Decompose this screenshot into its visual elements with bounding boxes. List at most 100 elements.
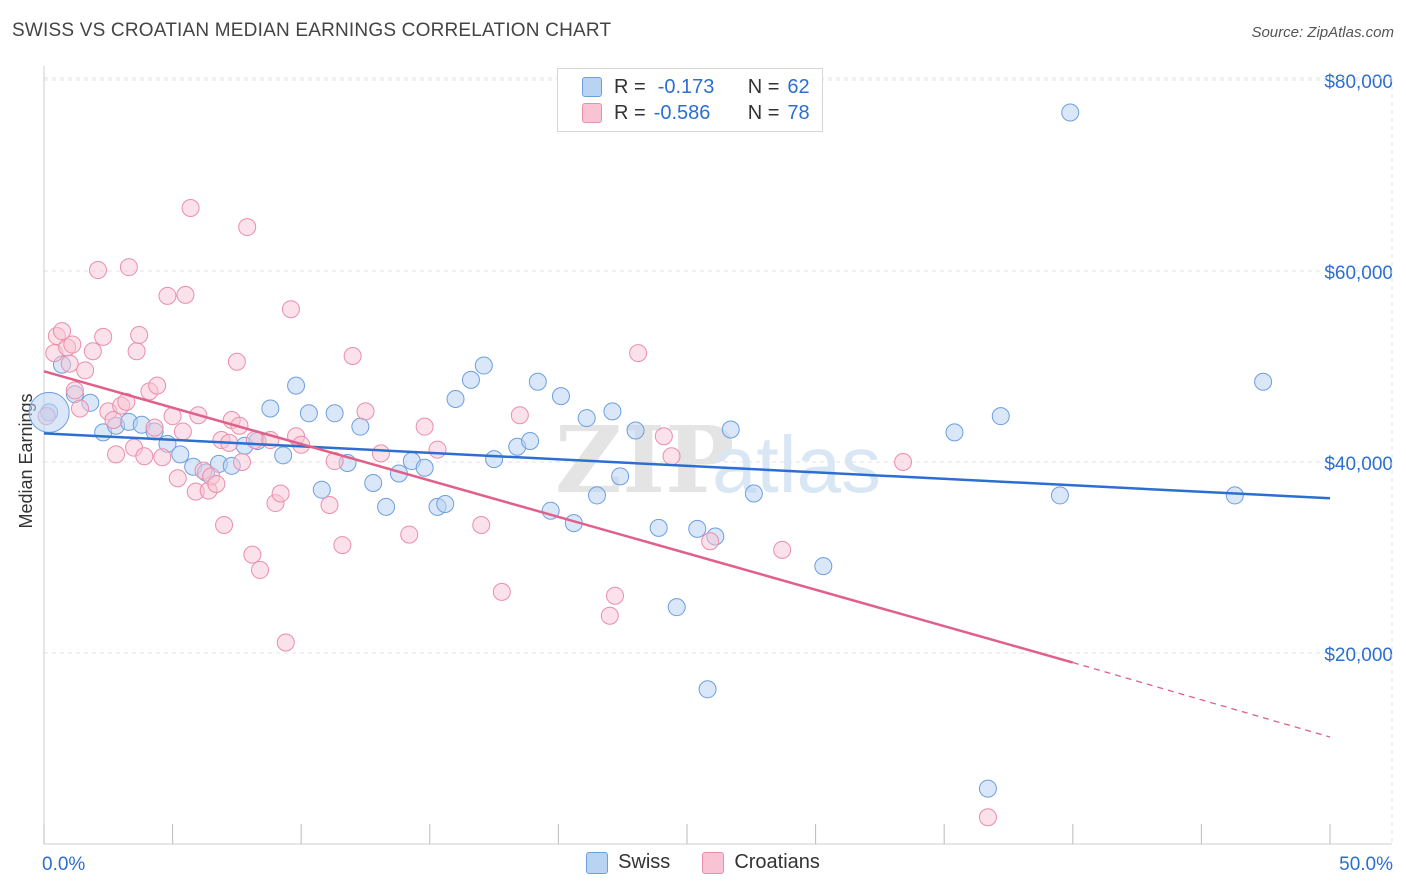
swiss-point [299, 404, 318, 423]
n-value: 62 [787, 75, 810, 98]
croatians-point [271, 484, 290, 503]
croatians-point [233, 453, 252, 471]
croatians-point [600, 606, 619, 625]
swiss-point [1061, 103, 1080, 122]
croatians-point [415, 417, 434, 436]
croatians-point [251, 560, 270, 579]
correlation-legend: R = -0.173 N = 62 R = -0.586 N = 78 [557, 68, 823, 132]
swiss-point [261, 399, 280, 418]
swiss-point [667, 598, 686, 617]
croatians-point [153, 448, 172, 467]
croatians-point [472, 516, 491, 535]
croatians-point [276, 633, 295, 652]
swiss-point-large [28, 391, 70, 433]
r-label: R = [614, 101, 646, 124]
croatians-point [701, 532, 720, 551]
n-label: N = [747, 75, 780, 98]
croatians-point [135, 447, 154, 466]
croatians-point [107, 445, 126, 464]
croatians-point [71, 399, 90, 418]
croatians-point [145, 418, 164, 437]
x-tick-label: 50.0% [1339, 854, 1393, 875]
n-value: 78 [787, 101, 810, 124]
croatians-point [83, 342, 102, 361]
croatians-point [104, 410, 123, 429]
croatians-point [773, 540, 792, 559]
croatians-trendline [43, 370, 1074, 664]
croatians-point [76, 361, 95, 380]
swiss-point [611, 467, 630, 486]
source-note: Source: ZipAtlas.com [1251, 24, 1394, 41]
swiss-point [274, 446, 293, 465]
swiss-point [1254, 372, 1273, 391]
croatians-point [176, 285, 195, 304]
swiss-point [721, 420, 740, 439]
chart-title: SWISS VS CROATIAN MEDIAN EARNINGS CORREL… [12, 20, 612, 41]
legend-item-croatians: Croatians [702, 851, 820, 874]
croatians-point [227, 352, 246, 371]
croatians-point [94, 327, 113, 346]
croatians-point [63, 335, 82, 354]
croatians-point [894, 453, 913, 471]
croatians-point [662, 447, 681, 466]
croatians-point [629, 344, 648, 363]
swiss-swatch [582, 77, 602, 97]
croatians-point [492, 582, 511, 601]
croatians-point [510, 406, 529, 425]
croatians-point [333, 536, 352, 555]
swiss-trendline [43, 432, 1331, 500]
croatians-point [130, 325, 149, 344]
swiss-point [587, 486, 606, 505]
croatians-point [148, 376, 167, 395]
croatians-point [245, 431, 264, 450]
swiss-point [603, 402, 622, 421]
croatians-point [400, 525, 419, 544]
legend-label-swiss: Swiss [618, 851, 671, 873]
croatians-point [181, 198, 200, 217]
croatians-point [605, 586, 624, 605]
swiss-point [991, 407, 1010, 426]
swiss-point [287, 376, 306, 395]
croatians-point [356, 402, 375, 421]
swiss-point [528, 372, 547, 391]
legend-label-croatians: Croatians [734, 851, 820, 873]
croatians-point [343, 346, 362, 365]
croatians-point [89, 261, 108, 280]
croatians-swatch [702, 851, 725, 874]
swiss-point [415, 458, 434, 477]
swiss-point [649, 518, 668, 537]
swiss-swatch [586, 851, 609, 874]
croatians-point [119, 258, 138, 277]
swiss-point [171, 445, 190, 464]
croatians-trendline-extension [1072, 661, 1331, 738]
croatians-point [371, 444, 390, 463]
swiss-point [521, 431, 540, 450]
swiss-point [698, 680, 717, 699]
croatians-point [207, 474, 226, 493]
croatians-point [978, 808, 997, 827]
croatians-point [65, 381, 84, 400]
watermark-atlas: atlas [712, 420, 881, 509]
legend-row-swiss: R = -0.173 N = 62 [582, 75, 810, 99]
legend-row-croatians: R = -0.586 N = 78 [582, 101, 810, 125]
legend-item-swiss: Swiss [586, 851, 670, 874]
swiss-point [436, 495, 455, 514]
swiss-point [485, 450, 504, 469]
swiss-point [377, 497, 396, 516]
croatians-swatch [582, 103, 602, 123]
croatians-point [158, 286, 177, 305]
r-label: R = [614, 75, 646, 98]
swiss-point [978, 779, 997, 798]
r-value: -0.173 [657, 75, 715, 98]
x-tick-label: 0.0% [42, 854, 85, 875]
swiss-point [688, 519, 707, 538]
y-axis-label: Median Earnings [16, 393, 36, 528]
croatians-point [428, 440, 447, 459]
swiss-point [945, 423, 964, 442]
croatians-point [320, 495, 339, 514]
swiss-point [1225, 486, 1244, 505]
croatians-point [127, 342, 146, 361]
croatians-point [654, 427, 673, 446]
croatians-point [173, 422, 192, 441]
